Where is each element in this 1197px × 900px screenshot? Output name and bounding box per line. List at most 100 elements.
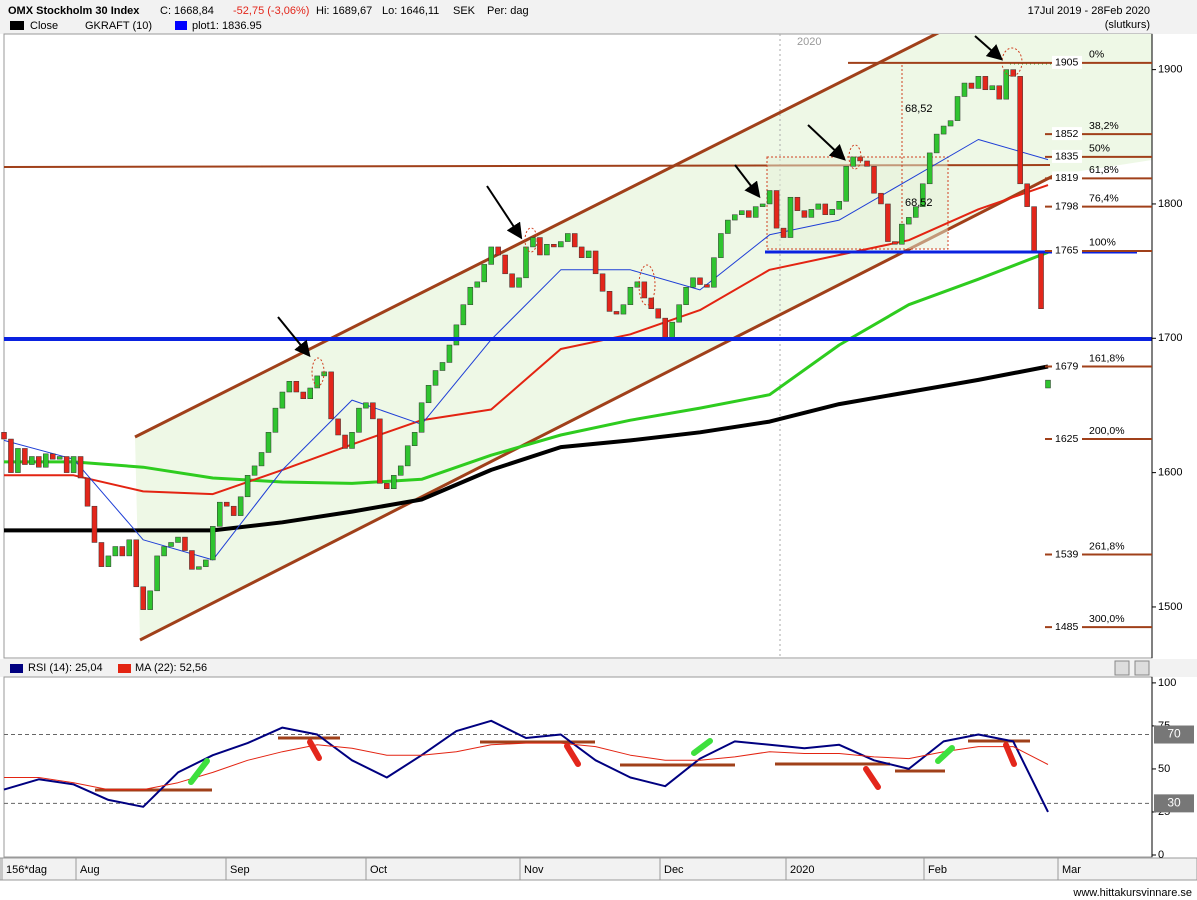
legend-item[interactable]: plot1: 1836.95 [192,20,262,32]
candle [161,546,167,557]
arrow [734,164,761,199]
level-box [1154,794,1194,813]
candle [265,432,272,453]
candle [481,264,487,283]
x-tick-label: Mar [1062,864,1081,876]
legend-item[interactable]: MA (22): 52,56 [135,662,207,674]
candle [8,438,14,473]
candle [84,477,91,507]
candle [627,286,634,305]
rsi-line [3,719,1049,813]
level-value: 1835 [1055,151,1079,163]
candle [766,190,773,205]
candle [732,214,738,221]
level-label-bg [1052,171,1082,185]
y-tick-label: 1500 [1158,601,1182,613]
arrow [277,316,311,358]
x-tick-label: Feb [928,864,947,876]
level-label: 50% [1089,143,1110,155]
candle [537,237,543,256]
candle [794,196,801,211]
footer: www.hittakursvinnare.se [1072,887,1192,899]
candle [168,542,174,547]
legend-swatch [175,21,187,30]
x-tick-label: Dec [664,864,684,876]
highlight [524,227,538,253]
header-bar [0,0,1197,34]
arrow [807,124,846,161]
candle [725,219,731,234]
candle [397,465,404,476]
candle [773,190,780,229]
change: -52,75 (-3,06%) [233,5,309,17]
level-value: 1679 [1055,360,1079,372]
level-label-bg [1052,127,1082,141]
candle [147,590,153,610]
legend-item[interactable]: Close [30,20,58,32]
level-label: 261,8% [1089,540,1125,552]
highlight [848,144,862,170]
level-value: 1798 [1055,200,1079,212]
candle [36,456,42,468]
candle [571,233,578,248]
candle [1,432,7,440]
candle [140,586,146,610]
candle [377,418,383,484]
candle [509,273,515,288]
candle [864,160,870,167]
candle [105,555,112,567]
y-tick-label: 0 [1158,849,1164,861]
level-label: 300,0% [1089,613,1125,625]
candle [175,536,181,543]
candle [759,203,766,207]
candle [954,96,961,121]
candle [690,277,696,288]
candle [780,227,787,238]
close-button[interactable] [1134,660,1150,676]
candle [425,385,432,404]
moving-average [3,139,1049,561]
channel-upper [134,34,940,439]
candle [370,402,376,420]
candle [363,402,369,409]
level-label: 200,0% [1089,425,1125,437]
candle [432,370,439,386]
candle [356,407,362,433]
legend-item[interactable]: GKRAFT (10) [85,20,152,32]
candle [634,281,641,288]
legend-swatch [10,664,23,673]
highlight [638,264,656,306]
candle [885,203,891,242]
candle [836,201,842,210]
candle [439,362,446,371]
candle [982,76,989,91]
candle [307,387,313,399]
level-label: 0% [1089,49,1104,61]
level-label: 70 [1167,727,1181,741]
candle [620,304,627,315]
legend-item[interactable]: RSI (14): 25,04 [28,662,103,674]
candle [1024,183,1030,207]
candle [418,402,425,433]
arrow-down [863,766,881,790]
candle [940,125,947,135]
candle [662,317,668,339]
x-axis-bar [0,857,1197,881]
moving-average [4,364,1049,533]
candle [230,505,237,516]
rsi-line [4,742,1049,791]
settings-button[interactable] [1114,660,1130,676]
candle [314,375,320,389]
candle [474,281,481,288]
candle [237,496,244,516]
candle [272,407,279,433]
candle [975,76,982,89]
x-tick-label: Aug [80,864,100,876]
arrow [974,35,1004,61]
high: Hi: 1689,67 [316,5,372,17]
y-tick-label: 1900 [1158,64,1182,76]
low: Lo: 1646,11 [382,5,439,17]
currency: SEK [453,5,476,17]
candle [391,475,397,489]
candle [892,241,898,245]
